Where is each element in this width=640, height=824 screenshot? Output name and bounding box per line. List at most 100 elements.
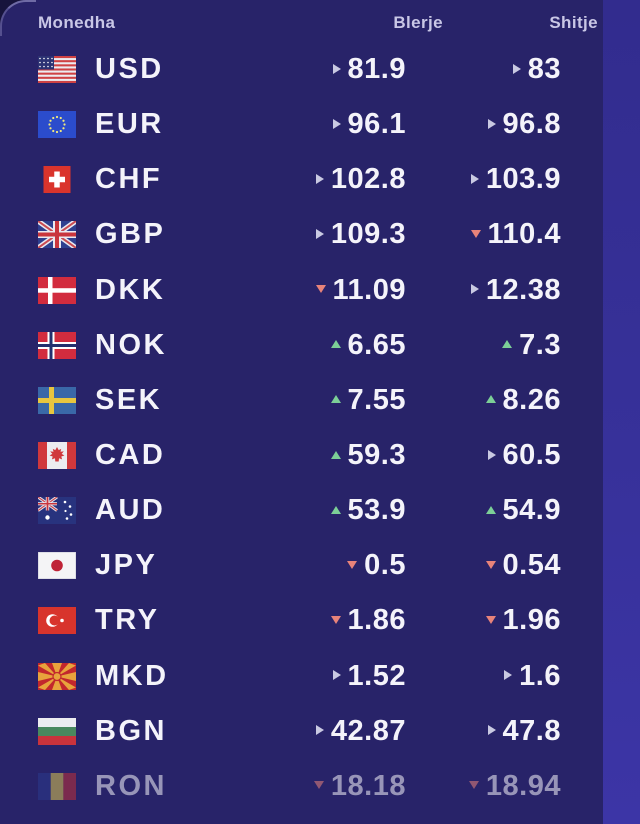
trend-flat-icon [315,173,324,184]
buy-value: 81.9 [347,53,406,86]
currency-code: RON [95,769,167,802]
trend-down-icon [485,560,496,569]
currency-row-mkd: MKD 1.52 1.6 [0,649,603,704]
currency-code: JPY [95,549,158,582]
trend-flat-icon [504,670,513,681]
trend-flat-icon [487,449,496,460]
trend-up-icon [330,450,341,459]
trend-up-icon [330,340,341,349]
trend-down-icon [347,560,358,569]
sell-cell: 54.9 [406,494,561,527]
japan-flag-icon [38,552,76,580]
trend-down-icon [330,615,341,624]
rates-table: USD 81.9 83 EUR 96.1 96.8 CHF 102.8 103.9 GBP 109.… [0,42,603,814]
buy-cell: 42.87 [236,715,406,748]
sell-value: 18.94 [485,769,561,802]
header-buy: Blerje [393,13,443,32]
currency-row-aud: AUD 53.9 54.9 [0,483,603,538]
trend-flat-icon [315,725,324,736]
macedonia-flag-icon [38,662,76,690]
currency-code: TRY [95,604,160,637]
currency-row-jpy: JPY 0.5 0.54 [0,538,603,593]
turkey-flag-icon [38,607,76,635]
sell-value: 8.26 [502,383,561,416]
buy-value: 53.9 [347,494,406,527]
buy-value: 1.86 [347,604,406,637]
trend-flat-icon [512,63,521,74]
trend-up-icon [330,505,341,514]
trend-down-icon [468,781,479,790]
buy-value: 102.8 [330,163,406,196]
sell-value: 103.9 [485,163,561,196]
buy-cell: 18.18 [236,770,406,803]
sell-cell: 18.94 [406,770,561,803]
page-background-strip [602,0,640,824]
buy-value: 42.87 [330,714,406,747]
sell-cell: 110.4 [406,218,561,251]
sell-value: 54.9 [502,494,561,527]
sell-cell: 103.9 [406,163,561,196]
sell-value: 96.8 [502,108,561,141]
sell-cell: 60.5 [406,439,561,472]
buy-cell: 53.9 [236,494,406,527]
buy-cell: 1.86 [236,604,406,637]
sell-value: 0.54 [502,549,561,582]
currency-code: AUD [95,494,166,527]
canada-flag-icon [38,442,76,470]
currency-row-chf: CHF 102.8 103.9 [0,152,603,207]
currency-row-ron: RON 18.18 18.94 [0,759,603,814]
sell-value: 83 [527,53,561,86]
trend-flat-icon [487,725,496,736]
sell-cell: 8.26 [406,384,561,417]
uk-flag-icon [38,221,76,249]
currency-code: NOK [95,328,167,361]
currency-row-cad: CAD 59.3 60.5 [0,428,603,483]
buy-cell: 102.8 [236,163,406,196]
trend-down-icon [485,615,496,624]
eu-flag-icon [38,111,76,139]
australia-flag-icon [38,497,76,525]
sell-cell: 96.8 [406,108,561,141]
usa-flag-icon [38,56,76,84]
buy-value: 1.52 [347,659,406,692]
currency-code: SEK [95,383,163,416]
sell-cell: 1.96 [406,604,561,637]
buy-cell: 109.3 [236,218,406,251]
header-currency: Monedha [38,13,116,32]
sell-cell: 1.6 [406,660,561,693]
buy-cell: 0.5 [236,549,406,582]
sell-value: 7.3 [519,328,561,361]
buy-value: 0.5 [364,549,406,582]
sell-value: 47.8 [502,714,561,747]
currency-row-gbp: GBP 109.3 110.4 [0,207,603,262]
sell-cell: 47.8 [406,715,561,748]
trend-up-icon [502,340,513,349]
currency-row-nok: NOK 6.65 7.3 [0,318,603,373]
denmark-flag-icon [38,276,76,304]
sell-value: 110.4 [487,218,561,251]
currency-code: EUR [95,108,164,141]
header-sell: Shitje [549,13,598,32]
trend-up-icon [330,395,341,404]
buy-cell: 96.1 [236,108,406,141]
sell-cell: 12.38 [406,274,561,307]
trend-flat-icon [332,118,341,129]
trend-flat-icon [315,228,324,239]
bulgaria-flag-icon [38,717,76,745]
sell-cell: 0.54 [406,549,561,582]
trend-flat-icon [332,63,341,74]
switzerland-flag-icon [38,166,76,194]
buy-cell: 11.09 [236,274,406,307]
currency-code: GBP [95,218,166,251]
sell-value: 1.96 [502,604,561,637]
buy-cell: 59.3 [236,439,406,472]
trend-flat-icon [470,173,479,184]
trend-flat-icon [470,284,479,295]
table-header-row: Monedha Blerje Shitje [0,0,603,42]
sell-cell: 7.3 [406,329,561,362]
buy-value: 109.3 [330,218,406,251]
buy-value: 96.1 [347,108,406,141]
rates-card: Monedha Blerje Shitje USD 81.9 83 EUR 96.1 96… [0,0,603,824]
sell-value: 1.6 [519,659,561,692]
currency-row-sek: SEK 7.55 8.26 [0,373,603,428]
